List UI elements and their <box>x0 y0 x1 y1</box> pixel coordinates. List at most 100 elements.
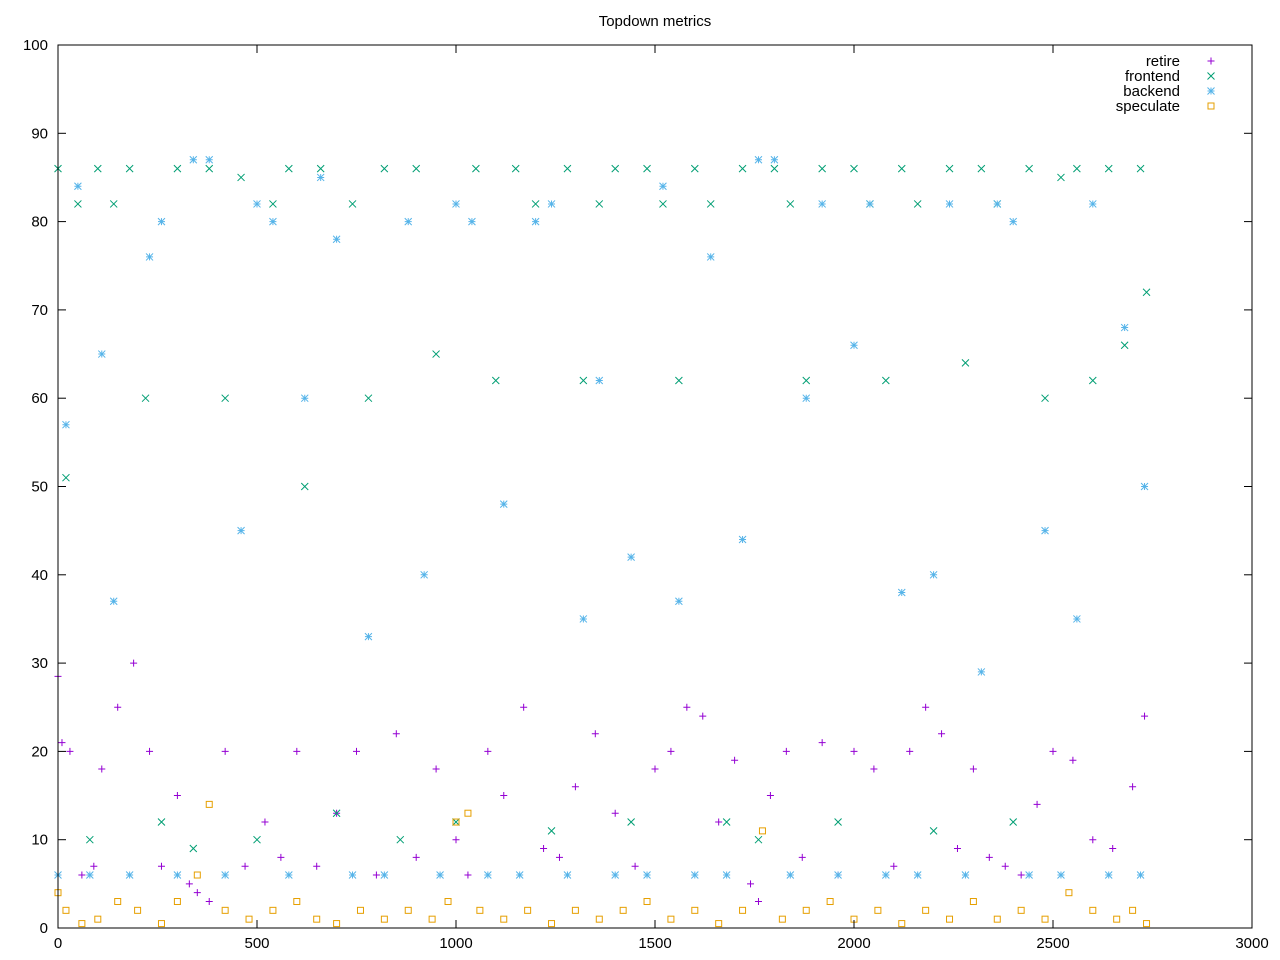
data-point-retire <box>555 853 563 861</box>
data-point-backend <box>1136 871 1145 879</box>
data-point-speculate <box>1143 920 1151 928</box>
data-point-backend <box>802 394 811 403</box>
plot-marks <box>54 155 1151 928</box>
data-point-retire <box>985 853 993 861</box>
data-point-retire <box>205 898 213 906</box>
data-point-backend <box>563 871 572 879</box>
data-point-backend <box>499 500 508 509</box>
data-point-retire <box>1141 712 1149 720</box>
y-tick-label: 80 <box>31 214 48 231</box>
data-point-retire <box>412 853 420 861</box>
data-point-retire <box>540 845 548 853</box>
data-point-retire <box>683 703 691 711</box>
data-point-frontend <box>85 835 94 844</box>
data-point-backend <box>595 376 604 385</box>
legend-marker-speculate <box>1207 102 1215 110</box>
data-point-speculate <box>380 915 388 923</box>
data-point-retire <box>571 783 579 791</box>
data-point-speculate <box>946 915 954 923</box>
data-point-backend <box>348 871 357 879</box>
data-point-frontend <box>770 164 779 173</box>
data-point-frontend <box>364 394 373 403</box>
data-point-retire <box>392 730 400 738</box>
data-point-speculate <box>78 920 86 928</box>
data-point-frontend <box>881 376 890 385</box>
data-point-frontend <box>754 835 763 844</box>
legend-label-speculate: speculate <box>1116 98 1180 115</box>
data-point-backend <box>993 200 1002 208</box>
data-point-retire <box>261 818 269 826</box>
legend-symbol-frontend <box>1207 72 1215 80</box>
data-point-retire <box>293 747 301 755</box>
data-point-frontend <box>706 200 715 208</box>
data-point-frontend <box>563 164 572 173</box>
data-point-retire <box>850 747 858 755</box>
data-point-retire <box>1049 747 1057 755</box>
data-point-backend <box>850 341 858 350</box>
data-point-retire <box>651 765 659 773</box>
data-point-backend <box>722 871 731 879</box>
data-point-frontend <box>1088 376 1097 385</box>
data-point-speculate <box>524 906 532 914</box>
data-point-frontend <box>125 164 134 173</box>
data-point-frontend <box>897 164 906 173</box>
legend-marker-backend <box>1207 87 1215 95</box>
data-point-speculate <box>993 915 1001 923</box>
data-point-speculate <box>802 906 810 914</box>
data-point-speculate <box>313 915 321 923</box>
data-point-backend <box>364 632 373 641</box>
data-point-frontend <box>380 164 389 173</box>
data-point-backend <box>237 526 245 535</box>
data-point-frontend <box>316 164 325 173</box>
y-tick-label: 0 <box>40 920 48 937</box>
legend-marker-retire <box>1207 57 1215 65</box>
x-tick-label: 0 <box>54 935 62 952</box>
data-point-retire <box>146 747 154 755</box>
data-point-retire <box>130 659 138 667</box>
data-point-retire <box>1033 800 1041 808</box>
data-point-backend <box>74 182 82 191</box>
x-tick-label: 500 <box>244 935 269 952</box>
data-point-frontend <box>929 827 938 835</box>
data-point-retire <box>173 792 181 800</box>
data-point-frontend <box>221 394 230 403</box>
data-point-speculate <box>444 898 452 906</box>
data-point-retire <box>782 747 790 755</box>
data-point-retire <box>890 862 898 870</box>
data-point-backend <box>62 420 70 429</box>
data-point-retire <box>715 818 723 826</box>
data-point-backend <box>269 217 277 226</box>
x-tick-label: 2500 <box>1036 935 1069 952</box>
data-point-speculate <box>643 898 651 906</box>
data-point-retire <box>1089 836 1097 844</box>
data-point-speculate <box>548 920 556 928</box>
legend-label-frontend: frontend <box>1125 68 1180 85</box>
data-point-speculate <box>157 920 165 928</box>
y-tick-label: 30 <box>31 655 48 672</box>
data-point-frontend <box>74 200 82 208</box>
data-point-frontend <box>961 359 970 367</box>
data-point-speculate <box>739 906 747 914</box>
legend-symbol-retire <box>1207 57 1215 65</box>
data-point-speculate <box>715 920 723 928</box>
data-point-frontend <box>432 350 440 358</box>
data-point-frontend <box>659 200 667 208</box>
data-point-retire <box>953 845 961 853</box>
data-point-frontend <box>547 827 556 835</box>
chart-title: Topdown metrics <box>599 13 712 30</box>
data-point-speculate <box>969 898 977 906</box>
data-point-backend <box>436 871 444 879</box>
data-point-retire <box>699 712 707 720</box>
data-point-speculate <box>1089 906 1097 914</box>
data-point-backend <box>253 200 261 208</box>
data-point-frontend <box>627 818 635 826</box>
data-point-frontend <box>396 835 405 844</box>
data-point-frontend <box>189 844 198 853</box>
data-point-frontend <box>913 200 922 208</box>
data-point-backend <box>189 155 198 164</box>
data-point-backend <box>221 871 230 879</box>
x-tick-label: 3000 <box>1235 935 1268 952</box>
legend-marker-frontend <box>1207 72 1215 80</box>
